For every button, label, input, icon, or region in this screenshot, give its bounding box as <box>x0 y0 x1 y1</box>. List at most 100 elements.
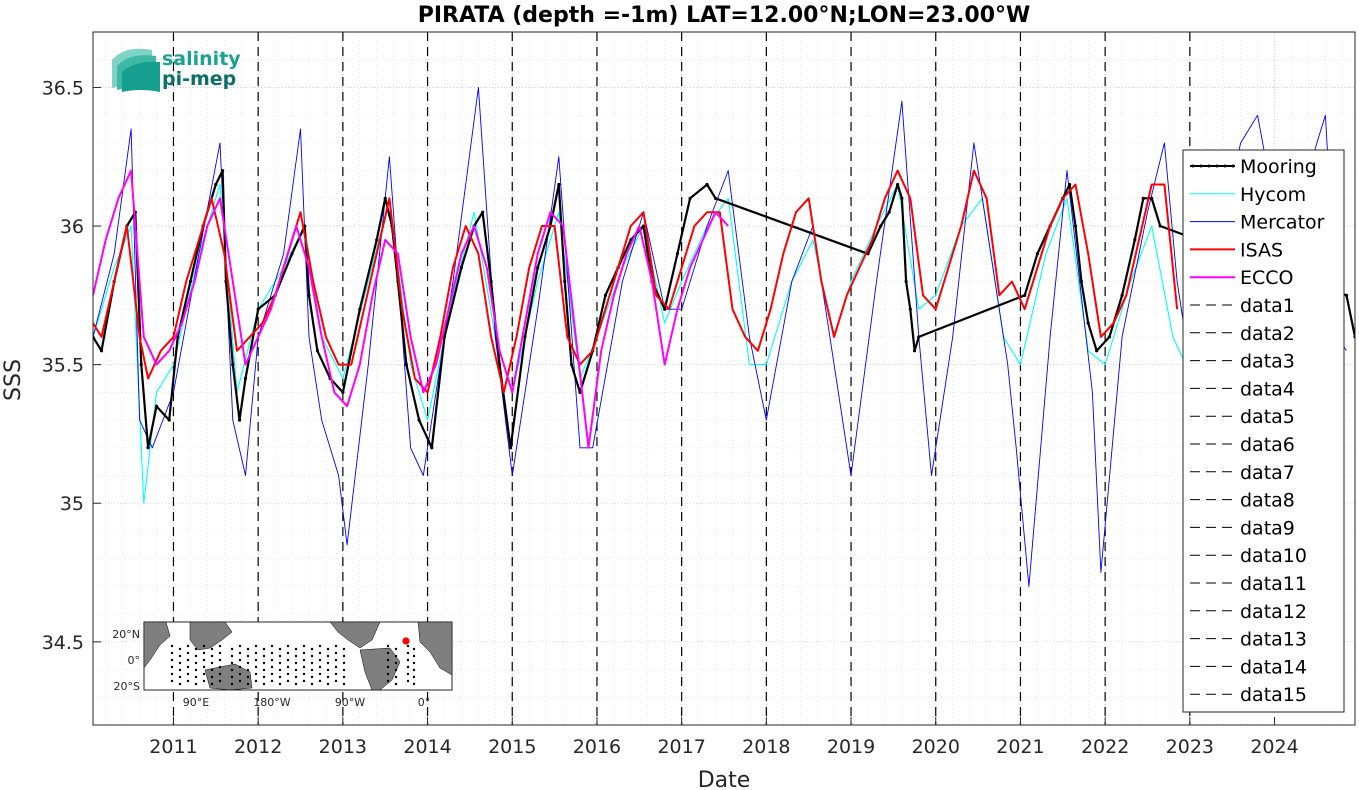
map-mooring-dot <box>254 672 258 676</box>
series-point-mooring <box>1141 196 1145 200</box>
map-mooring-dot <box>342 661 346 665</box>
legend-label: data12 <box>1240 601 1307 623</box>
x-tick-label: 2018 <box>742 736 790 758</box>
map-mooring-dot <box>254 644 258 648</box>
map-mooring-dot <box>194 654 198 658</box>
series-point-mooring <box>563 279 567 284</box>
map-mooring-dot <box>286 679 290 683</box>
inset-x-tick-label: 180°W <box>253 696 290 709</box>
legend-swatch-dot <box>1215 164 1219 168</box>
map-mooring-dot <box>238 651 242 655</box>
map-mooring-dot <box>270 644 274 648</box>
series-point-mooring <box>1035 252 1039 256</box>
map-mooring-dot <box>278 682 282 686</box>
map-mooring-dot <box>294 682 298 686</box>
map-mooring-dot <box>202 672 206 676</box>
map-mooring-dot <box>194 661 198 665</box>
series-point-mooring <box>307 293 311 297</box>
map-mooring-dot <box>394 661 398 665</box>
series-group <box>93 86 1355 587</box>
map-mooring-dot <box>270 672 274 676</box>
map-mooring-dot <box>294 661 298 665</box>
map-mooring-dot <box>386 644 390 648</box>
series-point-mooring <box>256 307 260 311</box>
map-mooring-dot <box>218 665 222 669</box>
series-point-mooring <box>1095 349 1099 353</box>
map-mooring-dot <box>202 679 206 683</box>
map-mooring-dot <box>178 647 182 651</box>
map-mooring-dot <box>246 675 250 679</box>
map-mooring-dot <box>286 651 290 655</box>
y-tick-label: 35.5 <box>42 355 84 377</box>
map-mooring-dot <box>178 668 182 672</box>
map-mooring-dot <box>334 679 338 683</box>
legend-label: data7 <box>1240 462 1295 484</box>
map-mooring-dot <box>334 651 338 655</box>
x-tick-label: 2012 <box>234 736 282 758</box>
map-mooring-dot <box>170 644 174 648</box>
map-mooring-dot <box>186 665 190 669</box>
map-mooring-dot <box>310 668 314 672</box>
map-mooring-dot <box>286 665 290 669</box>
map-mooring-dot <box>326 668 330 672</box>
map-mooring-dot <box>334 658 338 662</box>
series-point-mooring <box>1107 335 1111 339</box>
legend-label: data13 <box>1240 629 1307 651</box>
map-mooring-dot <box>230 654 234 658</box>
map-mooring-dot <box>394 668 398 672</box>
map-mooring-dot <box>178 661 182 665</box>
map-mooring-dot <box>270 651 274 655</box>
series-point-mooring <box>705 182 709 187</box>
series-point-mooring <box>417 418 421 422</box>
map-mooring-dot <box>210 682 214 686</box>
map-mooring-dot <box>210 647 214 651</box>
map-mooring-dot <box>342 675 346 679</box>
map-mooring-dot <box>294 675 298 679</box>
series-point-mooring <box>578 390 582 394</box>
map-mooring-dot <box>278 647 282 651</box>
series-point-mooring <box>243 376 248 381</box>
legend-label: data15 <box>1240 684 1307 706</box>
map-mooring-dot <box>302 665 306 669</box>
map-mooring-dot <box>262 675 266 679</box>
legend-swatch-dot <box>1207 164 1211 168</box>
inset-y-tick-label: 0° <box>128 654 141 667</box>
map-mooring-dot <box>238 672 242 676</box>
map-mooring-dot <box>310 682 314 686</box>
map-mooring-dot <box>294 647 298 651</box>
map-mooring-dot <box>230 682 234 686</box>
map-mooring-dot <box>262 654 266 658</box>
selected-mooring-marker <box>402 637 410 645</box>
series-point-mooring <box>1150 196 1154 200</box>
series-point-mooring <box>237 418 242 422</box>
legend-label: ECCO <box>1240 267 1294 289</box>
series-point-mooring <box>675 252 680 256</box>
map-mooring-dot <box>170 665 174 669</box>
map-mooring-dot <box>270 665 274 669</box>
map-mooring-dot <box>254 658 258 662</box>
legend-swatch-dot <box>1223 164 1227 168</box>
series-point-mooring <box>139 363 143 367</box>
vertical-dashed-lines <box>172 32 1191 725</box>
map-mooring-dot <box>406 679 410 683</box>
map-mooring-dot <box>326 661 330 665</box>
logo-line2: pi-mep <box>162 68 236 90</box>
series-point-mooring <box>1120 293 1124 297</box>
map-mooring-dot <box>386 672 390 676</box>
salinity-pi-mep-logo: salinity pi-mep <box>112 48 241 92</box>
map-mooring-dot <box>302 679 306 683</box>
map-mooring-dot <box>210 675 214 679</box>
map-mooring-dot <box>218 644 222 648</box>
series-line-isas <box>93 169 1179 394</box>
legend-label: data9 <box>1240 517 1295 539</box>
y-tick-label: 36.5 <box>42 77 84 99</box>
map-mooring-dot <box>262 682 266 686</box>
map-mooring-dot <box>246 668 250 672</box>
map-mooring-dot <box>202 658 206 662</box>
map-mooring-dot <box>238 665 242 669</box>
map-mooring-dot <box>342 647 346 651</box>
x-tick-label: 2024 <box>1250 736 1298 758</box>
map-mooring-dot <box>318 651 322 655</box>
series-point-mooring <box>315 349 320 353</box>
series-point-mooring <box>896 182 900 187</box>
